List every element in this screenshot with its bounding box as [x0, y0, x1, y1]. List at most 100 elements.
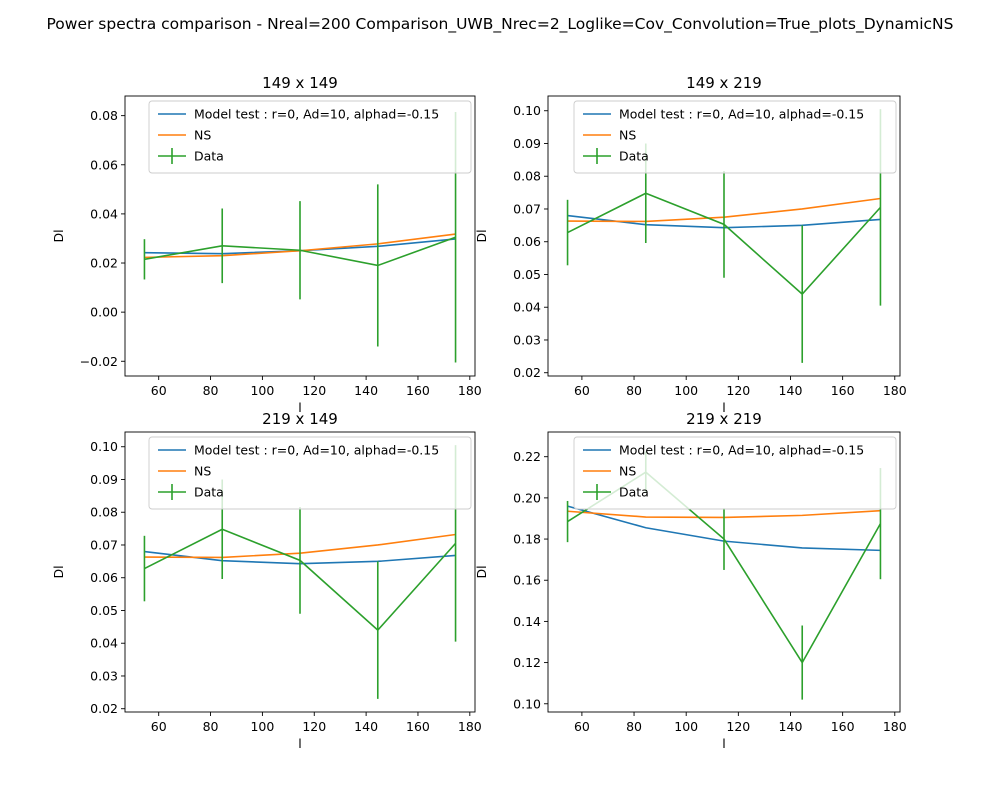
- subplot-1: 149 x 149 60 80 100 120 140 160 180 −0.02 0.00 0.0…: [51, 74, 482, 415]
- x-axis-label: l: [298, 400, 301, 415]
- x-tick-label: 60: [574, 719, 590, 734]
- x-tick-label: 160: [831, 383, 855, 398]
- subplot-title: 149 x 219: [686, 74, 762, 92]
- y-tick-label: 0.06: [90, 157, 118, 172]
- y-tick-label: 0.07: [513, 201, 541, 216]
- legend-label-data: Data: [194, 485, 224, 500]
- y-tick-label: 0.04: [90, 636, 118, 651]
- legend-label-model: Model test : r=0, Ad=10, alphad=-0.15: [194, 443, 439, 458]
- x-axis-label: l: [722, 736, 725, 751]
- legend-label-data: Data: [194, 149, 224, 164]
- y-tick-label: 0.16: [513, 573, 541, 588]
- y-tick-label: 0.06: [90, 570, 118, 585]
- y-tick-label: 0.04: [513, 300, 541, 315]
- x-tick-label: 180: [883, 719, 907, 734]
- y-tick-label: 0.22: [513, 449, 541, 464]
- y-tick-label: 0.18: [513, 532, 541, 547]
- y-axis-label: Dl: [474, 565, 489, 578]
- y-axis-label: Dl: [474, 229, 489, 242]
- x-tick-label: 120: [726, 383, 750, 398]
- x-tick-label: 100: [250, 719, 274, 734]
- y-tick-label: −0.02: [80, 354, 118, 369]
- legend-label-model: Model test : r=0, Ad=10, alphad=-0.15: [194, 107, 439, 122]
- x-tick-label: 60: [574, 383, 590, 398]
- y-tick-label: 0.10: [513, 696, 541, 711]
- x-tick-label: 80: [626, 383, 642, 398]
- x-tick-label: 80: [626, 719, 642, 734]
- x-tick-label: 180: [458, 383, 482, 398]
- y-tick-label: 0.02: [513, 365, 541, 380]
- legend-label-data: Data: [619, 485, 649, 500]
- y-tick-label: 0.06: [513, 234, 541, 249]
- x-tick-label: 140: [779, 383, 803, 398]
- x-tick-label: 160: [831, 719, 855, 734]
- y-tick-label: 0.03: [90, 668, 118, 683]
- axes-frame: [547, 95, 901, 377]
- x-tick-label: 120: [302, 383, 326, 398]
- y-tick-label: 0.08: [513, 169, 541, 184]
- legend-label-ns: NS: [194, 128, 211, 143]
- y-axis-label: Dl: [51, 229, 66, 242]
- y-tick-label: 0.12: [513, 655, 541, 670]
- x-tick-label: 140: [354, 719, 378, 734]
- figure-suptitle: Power spectra comparison - Nreal=200 Com…: [46, 15, 953, 34]
- axes-frame: [124, 95, 476, 377]
- axes-frame: [124, 431, 476, 713]
- legend-label-model: Model test : r=0, Ad=10, alphad=-0.15: [619, 443, 864, 458]
- legend: Model test : r=0, Ad=10, alphad=-0.15 NS D…: [573, 100, 897, 174]
- x-tick-label: 140: [354, 383, 378, 398]
- y-tick-label: 0.10: [90, 439, 118, 454]
- subplot-3: 219 x 149 60 80 100 120 140 160 180 0.02 0.03 0.04…: [51, 410, 482, 751]
- legend-label-ns: NS: [619, 464, 636, 479]
- subplot-title: 149 x 149: [262, 74, 338, 92]
- y-tick-label: 0.00: [90, 305, 118, 320]
- legend: Model test : r=0, Ad=10, alphad=-0.15 NS D…: [573, 436, 897, 510]
- x-tick-label: 140: [779, 719, 803, 734]
- legend: Model test : r=0, Ad=10, alphad=-0.15 NS D…: [148, 100, 472, 174]
- legend: Model test : r=0, Ad=10, alphad=-0.15 NS D…: [148, 436, 472, 510]
- y-axis-label: Dl: [51, 565, 66, 578]
- y-tick-label: 0.10: [513, 103, 541, 118]
- y-tick-label: 0.05: [90, 603, 118, 618]
- x-axis-label: l: [298, 736, 301, 751]
- y-tick-label: 0.07: [90, 537, 118, 552]
- legend-box: [148, 436, 472, 510]
- y-tick-label: 0.08: [90, 505, 118, 520]
- legend-label-ns: NS: [194, 464, 211, 479]
- x-tick-label: 80: [203, 383, 219, 398]
- legend-label-data: Data: [619, 149, 649, 164]
- subplot-title: 219 x 219: [686, 410, 762, 428]
- y-tick-label: 0.09: [90, 472, 118, 487]
- x-tick-label: 180: [458, 719, 482, 734]
- legend-label-ns: NS: [619, 128, 636, 143]
- y-tick-label: 0.04: [90, 206, 118, 221]
- y-tick-label: 0.09: [513, 136, 541, 151]
- x-tick-label: 120: [302, 719, 326, 734]
- y-tick-label: 0.02: [90, 701, 118, 716]
- subplot-2: 149 x 219 60 80 100 120 140 160 180 0.02 0.03 0.04…: [474, 74, 907, 415]
- x-tick-label: 100: [674, 383, 698, 398]
- plot-area: [143, 445, 457, 699]
- legend-box: [573, 436, 897, 510]
- y-tick-label: 0.03: [513, 332, 541, 347]
- x-tick-label: 120: [726, 719, 750, 734]
- x-axis-label: l: [722, 400, 725, 415]
- axes-frame: [547, 431, 901, 713]
- x-tick-label: 60: [151, 383, 167, 398]
- x-tick-label: 180: [883, 383, 907, 398]
- x-tick-label: 80: [203, 719, 219, 734]
- x-tick-label: 100: [250, 383, 274, 398]
- y-tick-label: 0.05: [513, 267, 541, 282]
- legend-box: [148, 100, 472, 174]
- subplot-title: 219 x 149: [262, 410, 338, 428]
- x-tick-label: 160: [406, 383, 430, 398]
- x-tick-label: 100: [674, 719, 698, 734]
- y-tick-label: 0.20: [513, 490, 541, 505]
- legend-box: [573, 100, 897, 174]
- y-tick-label: 0.14: [513, 614, 541, 629]
- y-tick-label: 0.08: [90, 108, 118, 123]
- x-tick-label: 160: [406, 719, 430, 734]
- legend-label-model: Model test : r=0, Ad=10, alphad=-0.15: [619, 107, 864, 122]
